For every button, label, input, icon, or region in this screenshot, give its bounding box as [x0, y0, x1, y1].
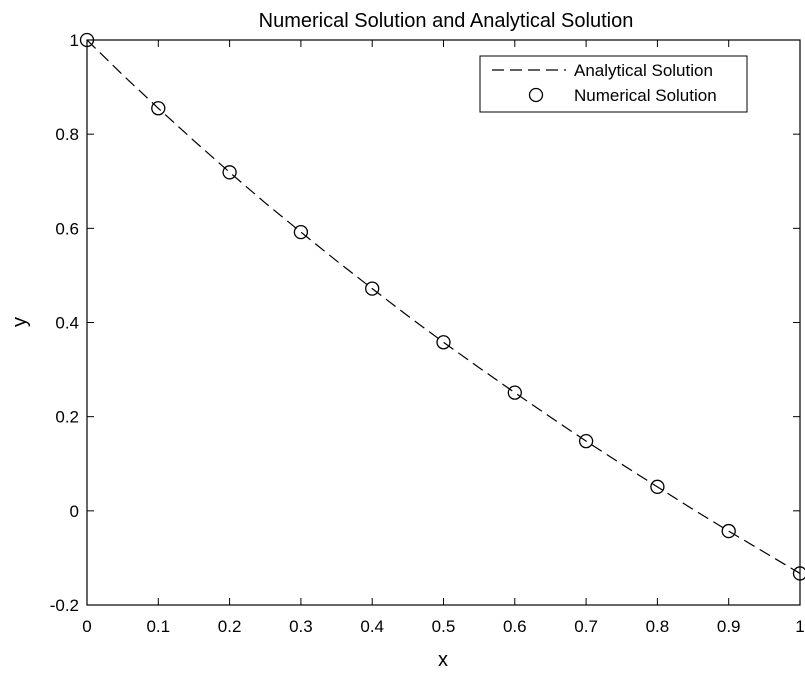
legend: Analytical Solution Numerical Solution — [479, 55, 748, 113]
x-tick-label: 0 — [82, 617, 91, 636]
numerical-solution-point — [578, 433, 594, 449]
x-tick-label: 0.7 — [574, 617, 598, 636]
plot-area: 0 0.1 0.2 0.3 0.4 0.5 0.6 0.7 0.8 0.9 1 -0.200.20.… — [50, 31, 805, 636]
y-axis: -0.2 0 0.2 0.4 0.6 0.8 1 — [50, 31, 800, 615]
numerical-solution-point — [792, 566, 805, 581]
numerical-solution-point — [507, 385, 522, 400]
y-tick-label: 0.4 — [55, 314, 79, 333]
numerical-solution-point — [365, 281, 380, 296]
y-tick-label: 0.2 — [55, 408, 79, 427]
y-tick-label: 1 — [70, 31, 79, 50]
numerical-solution-point — [436, 335, 451, 350]
y-tick-label: 0 — [70, 502, 79, 521]
y-axis-label: y — [9, 317, 31, 327]
numerical-solution-point — [79, 32, 95, 48]
x-axis: 0 0.1 0.2 0.3 0.4 0.5 0.6 0.7 0.8 0.9 1 — [82, 40, 805, 636]
x-tick-label: 0.4 — [360, 617, 384, 636]
numerical-solution-point — [293, 224, 309, 240]
x-tick-label: 1 — [795, 617, 804, 636]
numerical-solution-point — [222, 165, 237, 180]
legend-box — [479, 55, 748, 113]
legend-analytical-label: Analytical Solution — [574, 61, 713, 80]
chart-title: Numerical Solution and Analytical Soluti… — [259, 10, 634, 32]
series-layer — [79, 32, 805, 581]
x-tick-label: 0.1 — [146, 617, 170, 636]
numerical-solution-point — [650, 479, 665, 494]
x-tick-label: 0.5 — [432, 617, 456, 636]
x-tick-label: 0.9 — [717, 617, 741, 636]
numerical-solution-point — [151, 101, 166, 116]
x-tick-label: 0.6 — [503, 617, 527, 636]
numerical-solution-point — [721, 523, 736, 539]
analytical-solution-line — [86, 39, 801, 574]
x-tick-label: 0.3 — [289, 617, 313, 636]
y-tick-label: 0.8 — [55, 125, 79, 144]
x-axis-label: x — [438, 649, 448, 671]
x-tick-label: 0.8 — [646, 617, 670, 636]
y-tick-label: -0.2 — [50, 596, 79, 615]
legend-numerical-label: Numerical Solution — [574, 86, 717, 105]
x-tick-label: 0.2 — [218, 617, 242, 636]
legend-numerical-marker — [528, 87, 544, 103]
y-tick-label: 0.6 — [55, 219, 79, 238]
